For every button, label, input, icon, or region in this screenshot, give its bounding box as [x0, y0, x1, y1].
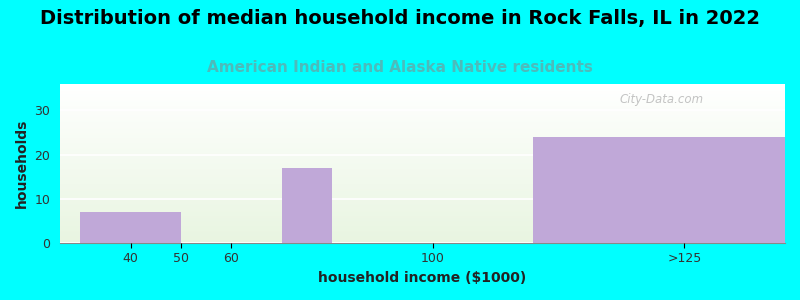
Text: Distribution of median household income in Rock Falls, IL in 2022: Distribution of median household income … [40, 9, 760, 28]
Text: City-Data.com: City-Data.com [620, 93, 704, 106]
Text: American Indian and Alaska Native residents: American Indian and Alaska Native reside… [207, 60, 593, 75]
X-axis label: household income ($1000): household income ($1000) [318, 271, 526, 285]
Bar [80, 212, 181, 243]
Bar [534, 137, 800, 243]
Y-axis label: households: households [15, 119, 29, 208]
Bar [282, 168, 332, 243]
